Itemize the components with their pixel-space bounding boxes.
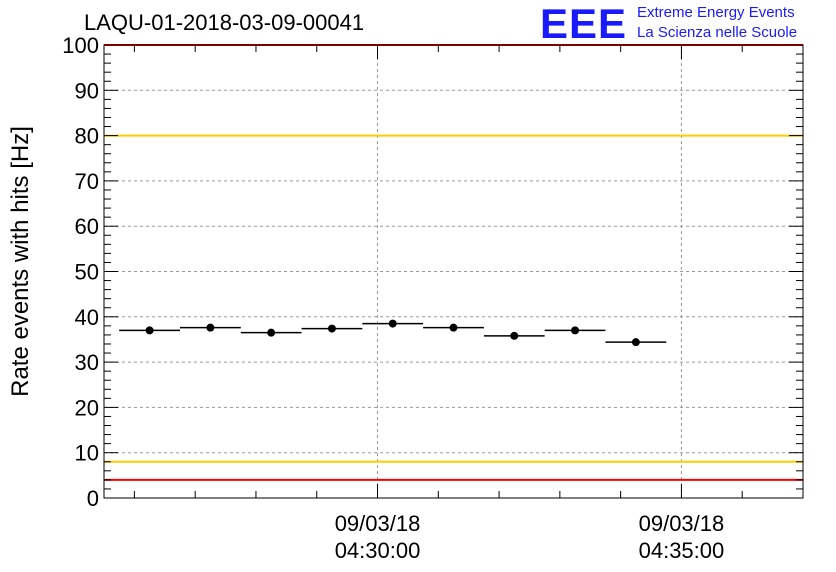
y-tick-label: 30 <box>75 350 99 375</box>
y-axis-label: Rate events with hits [Hz] <box>7 126 34 397</box>
y-tick-label: 20 <box>75 395 99 420</box>
y-tick-label: 90 <box>75 78 99 103</box>
data-point <box>510 331 519 340</box>
y-tick-label: 100 <box>62 33 99 58</box>
grid-layer <box>104 44 803 499</box>
data-point <box>388 319 397 328</box>
axes <box>103 44 804 499</box>
data-point <box>145 326 154 335</box>
y-tick-label: 10 <box>75 441 99 466</box>
chart-title: LAQU-01-2018-03-09-00041 <box>84 10 365 35</box>
x-tick-date-label: 09/03/18 <box>639 511 725 536</box>
x-tick-time-label: 04:35:00 <box>639 538 725 563</box>
x-tick-time-label: 04:30:00 <box>335 538 421 563</box>
data-point <box>206 323 215 332</box>
data-series <box>119 319 667 347</box>
data-point <box>449 323 458 332</box>
y-tick-label: 60 <box>75 214 99 239</box>
data-point <box>631 338 640 347</box>
x-tick-date-label: 09/03/18 <box>335 511 421 536</box>
y-tick-label: 40 <box>75 305 99 330</box>
y-tick-label: 70 <box>75 169 99 194</box>
y-tick-label: 80 <box>75 124 99 149</box>
brand-line-1: Extreme Energy Events <box>637 4 795 21</box>
reference-lines <box>104 44 803 481</box>
y-tick-label: 0 <box>87 486 99 511</box>
eee-logo: EEE <box>540 0 628 47</box>
y-tick-label: 50 <box>75 260 99 285</box>
axis-labels: 010203040506070809010009/03/1804:30:0009… <box>7 33 724 563</box>
data-point <box>571 326 580 335</box>
brand-line-2: La Scienza nelle Scuole <box>637 24 798 41</box>
data-point <box>327 324 336 333</box>
data-point <box>267 328 276 337</box>
